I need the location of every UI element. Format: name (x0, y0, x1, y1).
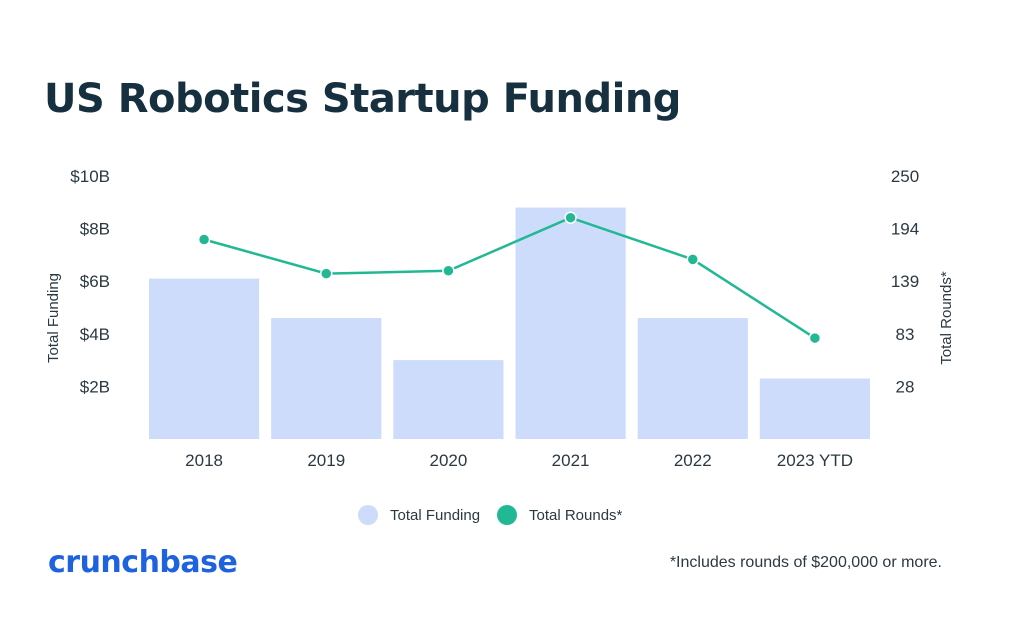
x-axis-tick-label: 2019 (307, 451, 345, 470)
rounds-point (197, 233, 211, 246)
funding-bar (149, 278, 260, 439)
left-axis-ticks: $2B $4B $6B $8B $10B (70, 167, 110, 396)
x-axis-ticks: 2018 2019 2020 2021 2022 2023 YTD (185, 451, 853, 470)
left-axis-tick-label: $10B (70, 167, 110, 186)
right-axis-label: Total Rounds* (938, 271, 955, 365)
rounds-line-path (203, 216, 816, 340)
left-axis-tick-label: $8B (80, 220, 110, 239)
left-axis-tick-label: $6B (80, 272, 110, 291)
x-axis-tick-label: 2023 YTD (777, 451, 853, 470)
funding-bar (515, 207, 626, 439)
right-axis-tick-label: 28 (896, 377, 915, 396)
rounds-point (564, 211, 577, 224)
chart-title: US Robotics Startup Funding (44, 76, 681, 122)
rounds-point (320, 267, 333, 280)
right-axis-tick-label: 194 (891, 220, 919, 239)
left-axis-tick-label: $2B (80, 377, 110, 396)
legend-label-total-rounds: Total Rounds* (529, 507, 623, 524)
right-axis-tick-label: 139 (891, 272, 919, 291)
funding-bar (271, 318, 382, 439)
legend: Total Funding Total Rounds* (358, 505, 623, 525)
left-axis-tick-label: $4B (80, 325, 110, 344)
x-axis-tick-label: 2018 (185, 451, 223, 470)
left-axis-label: Total Funding (45, 273, 62, 363)
rounds-line (197, 211, 822, 345)
x-axis-tick-label: 2020 (430, 451, 468, 470)
funding-bar (637, 318, 748, 439)
crunchbase-logo[interactable]: crunchbase (48, 545, 238, 580)
funding-bars (149, 207, 870, 439)
funding-bar (759, 378, 870, 439)
rounds-point (686, 253, 699, 266)
x-axis-tick-label: 2022 (674, 451, 712, 470)
legend-swatch-total-rounds (497, 505, 517, 525)
left-axis-label-group: Total Funding (45, 273, 62, 363)
rounds-point (808, 331, 822, 345)
right-axis-label-group: Total Rounds* (938, 271, 955, 365)
right-axis-tick-label: 250 (891, 167, 919, 186)
right-axis-tick-label: 83 (896, 325, 915, 344)
legend-swatch-total-funding (358, 505, 378, 525)
right-axis-ticks: 28 83 139 194 250 (891, 167, 919, 396)
funding-bar (393, 360, 504, 439)
legend-label-total-funding: Total Funding (390, 507, 480, 524)
rounds-point (442, 264, 455, 278)
footnote: *Includes rounds of $200,000 or more. (669, 554, 942, 571)
x-axis-tick-label: 2021 (552, 451, 590, 470)
